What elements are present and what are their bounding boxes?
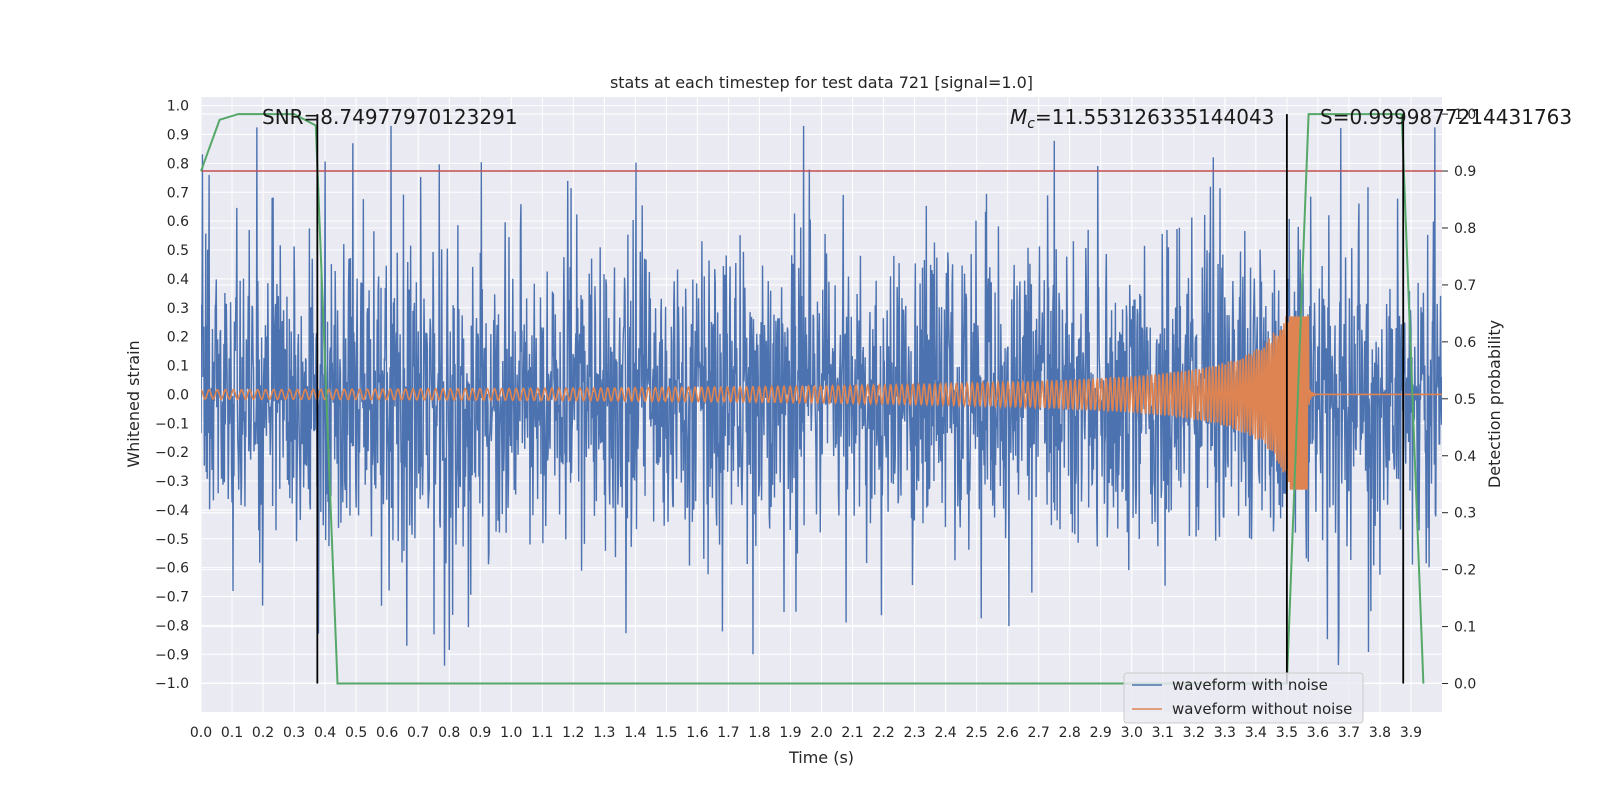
y2-tick-label: 0.4 <box>1454 449 1476 465</box>
y2-tick-label: 0.2 <box>1454 563 1476 579</box>
x-tick-label: 3.6 <box>1307 725 1329 741</box>
x-tick-label: 1.2 <box>562 725 584 741</box>
axes: 1.0 0.9 0.8 0.7 0.6 0.5 0.4 0.3 0.2 0.1 0.0 −0.1 −0.… <box>155 99 1476 741</box>
x-tick-label: 0.4 <box>314 725 336 741</box>
overlay-layer <box>200 113 1442 685</box>
y-tick-label: −0.5 <box>155 532 189 548</box>
x-tick-label: 0.9 <box>469 725 491 741</box>
chart-title: stats at each timestep for test data 721… <box>610 73 1033 92</box>
x-tick-label: 3.4 <box>1245 725 1267 741</box>
y-tick-label: 1.0 <box>167 99 189 115</box>
x-tick-label: 3.1 <box>1152 725 1174 741</box>
y-tick-label: −0.7 <box>155 590 189 606</box>
y2-tick-label: 0.6 <box>1454 335 1476 351</box>
x-tick-label: 0.1 <box>221 725 243 741</box>
snr-annotation: SNR=8.74977970123291 <box>262 105 518 129</box>
legend-label-clean: waveform without noise <box>1172 700 1352 718</box>
x-tick-label: 0.7 <box>407 725 429 741</box>
series-layer <box>201 125 1442 666</box>
y2-tick-label: 0.5 <box>1454 392 1476 408</box>
chirp-mass-value: =11.553126335144043 <box>1035 105 1274 129</box>
chirp-mass-subscript: c <box>1027 116 1035 132</box>
y-tick-label: −0.3 <box>155 474 189 490</box>
x-tick-label: 1.1 <box>531 725 553 741</box>
x-tick-label: 2.2 <box>872 725 894 741</box>
y-tick-label: −0.4 <box>155 503 189 519</box>
x-tick-label: 2.6 <box>997 725 1019 741</box>
x-tick-label: 2.9 <box>1090 725 1112 741</box>
x-tick-label: 3.8 <box>1369 725 1391 741</box>
y-axis-label: Whitened strain <box>124 340 143 467</box>
y2-tick-label: 0.3 <box>1454 506 1476 522</box>
x-tick-label: 3.7 <box>1338 725 1360 741</box>
x-tick-label: 0.8 <box>438 725 460 741</box>
x-tick-label: 1.5 <box>655 725 677 741</box>
y-tick-label: 0.6 <box>167 214 189 230</box>
legend: waveform with noise waveform without noi… <box>1123 672 1364 724</box>
score-annotation: S=0.9999877214431763 <box>1320 105 1572 129</box>
x-tick-label: 1.8 <box>748 725 770 741</box>
x-tick-label: 1.0 <box>500 725 522 741</box>
y-tick-label: 0.1 <box>167 359 189 375</box>
y-tick-label: 0.8 <box>167 156 189 172</box>
x-tick-label: 1.6 <box>686 725 708 741</box>
series-waveform-with-noise <box>201 125 1442 666</box>
x-tick-label: 0.5 <box>345 725 367 741</box>
y-tick-label: −0.8 <box>155 618 189 634</box>
y-tick-label: −0.1 <box>155 416 189 432</box>
x-tick-label: 3.3 <box>1214 725 1236 741</box>
x-tick-label: 1.9 <box>779 725 801 741</box>
x-tick-label: 1.4 <box>624 725 646 741</box>
y-tick-label: 0.9 <box>167 128 189 144</box>
x-tick-label: 0.0 <box>190 725 212 741</box>
y-tick-label: −0.9 <box>155 647 189 663</box>
x-tick-label: 3.2 <box>1183 725 1205 741</box>
y-tick-label: 0.4 <box>167 272 189 288</box>
y-tick-label: −1.0 <box>155 676 189 692</box>
x-tick-label: 2.8 <box>1059 725 1081 741</box>
x-tick-label: 3.9 <box>1400 725 1422 741</box>
y2-tick-label: 0.8 <box>1454 221 1476 237</box>
series-waveform-without-noise <box>201 315 1442 490</box>
y-tick-label: −0.2 <box>155 445 189 461</box>
y2-tick-label: 0.0 <box>1454 677 1476 693</box>
y2-tick-label: 0.9 <box>1454 164 1476 180</box>
x-tick-label: 2.5 <box>965 725 987 741</box>
y-tick-label: 0.2 <box>167 330 189 346</box>
x-axis-label: Time (s) <box>788 748 854 767</box>
legend-label-noise: waveform with noise <box>1172 676 1328 694</box>
x-tick-label: 0.3 <box>283 725 305 741</box>
y2-tick-label: 1.0 <box>1454 107 1476 123</box>
y-tick-label: −0.6 <box>155 561 189 577</box>
x-tick-label: 2.0 <box>810 725 832 741</box>
y2-axis-label: Detection probability <box>1485 320 1504 488</box>
x-tick-label: 2.7 <box>1028 725 1050 741</box>
chirp-mass-symbol: M <box>1010 105 1027 129</box>
y-tick-label: 0.0 <box>167 387 189 403</box>
x-tick-label: 2.1 <box>841 725 863 741</box>
y2-tick-label: 0.7 <box>1454 278 1476 294</box>
x-tick-label: 1.3 <box>593 725 615 741</box>
x-tick-label: 3.5 <box>1276 725 1298 741</box>
annotations: SNR=8.74977970123291 Mc=11.5531263351440… <box>262 105 1572 132</box>
x-tick-label: 0.6 <box>376 725 398 741</box>
y-tick-label: 0.3 <box>167 301 189 317</box>
y-tick-label: 0.7 <box>167 185 189 201</box>
legend-box <box>1123 672 1364 724</box>
x-tick-label: 2.4 <box>934 725 956 741</box>
y2-tick-label: 0.1 <box>1454 620 1476 636</box>
series-detection-probability <box>200 113 1425 685</box>
chirp-mass-annotation: Mc=11.553126335144043 <box>1010 105 1274 132</box>
x-tick-label: 3.0 <box>1121 725 1143 741</box>
x-tick-label: 0.2 <box>252 725 274 741</box>
y-tick-label: 0.5 <box>167 243 189 259</box>
x-tick-label: 2.3 <box>903 725 925 741</box>
x-tick-label: 1.7 <box>717 725 739 741</box>
